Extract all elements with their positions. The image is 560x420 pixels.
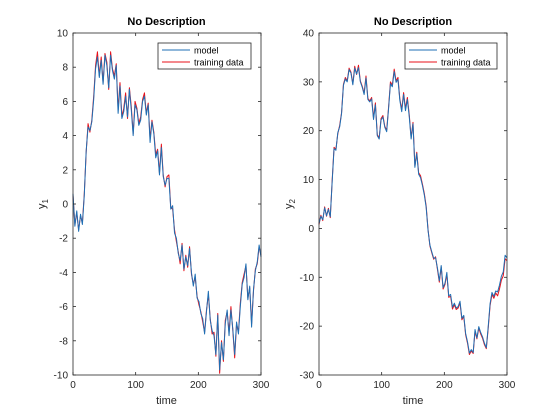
subplot-y2-ytick-label: 10 — [303, 175, 315, 186]
subplot-y2-xtick-label: 0 — [316, 380, 322, 391]
subplot-y1-ytick-label: 2 — [62, 165, 68, 176]
subplot-y1-legend-label-model: model — [194, 46, 219, 56]
subplot-y2-series-model-line — [318, 67, 508, 354]
subplot-y1-ylabel: y1 — [36, 198, 50, 209]
subplot-y1-xtick-label: 300 — [253, 380, 270, 391]
subplot-y1-ylabel-main: y — [36, 203, 48, 209]
subplot-y1: No Description time y1 0 100 200 300-10-8-6… — [36, 16, 270, 407]
subplot-y2-xtick-label: 300 — [499, 380, 516, 391]
subplot-y1-legend-label-training-data: training data — [194, 58, 244, 68]
subplot-y2-ytick-label: -20 — [300, 322, 315, 333]
subplot-y1-ytick-label: 8 — [62, 63, 68, 74]
subplot-y2-xtick-label: 200 — [436, 380, 453, 391]
subplot-y1-ytick-label: -4 — [59, 268, 68, 279]
subplot-y1-ytick-label: -2 — [59, 234, 68, 245]
subplot-y1-ytick-label: -8 — [59, 336, 68, 347]
subplot-y1-series-model-line — [72, 54, 262, 371]
subplot-y1-legend-box — [157, 42, 252, 70]
subplot-y2-xtick-label: 100 — [373, 380, 390, 391]
subplot-y1-xtick-label: 200 — [190, 380, 207, 391]
subplot-y2: No Description time y2 0 100 200 300-30-20-… — [283, 16, 516, 407]
subplot-y2-ytick-label: 40 — [303, 29, 315, 40]
subplot-y2-plot-area — [319, 33, 507, 375]
subplot-y2-ytick-label: -30 — [300, 371, 315, 382]
subplot-y2-ylabel-main: y — [283, 203, 295, 209]
subplot-y2-title: No Description — [374, 16, 453, 28]
subplot-y1-plot-area — [73, 33, 261, 375]
subplot-y2-legend-label-model: model — [441, 46, 466, 56]
subplot-y2-xlabel: time — [403, 395, 424, 407]
subplot-y2-ytick-label: 0 — [308, 224, 314, 235]
subplot-y2-axes-box — [318, 32, 508, 376]
subplot-y1-ylabel-subscript: 1 — [41, 198, 50, 203]
subplot-y2-ytick-label: 20 — [303, 126, 315, 137]
subplot-y1-ytick-label: -10 — [54, 371, 69, 382]
subplot-y1-title: No Description — [127, 16, 206, 28]
subplot-y2-ylabel: y2 — [283, 198, 297, 209]
subplot-y1-ytick-label: 4 — [62, 131, 68, 142]
subplot-y1-ytick-label: 6 — [62, 97, 68, 108]
subplot-y2-ylabel-subscript: 2 — [288, 198, 297, 203]
subplot-y1-ytick-label: 0 — [62, 200, 68, 211]
subplot-y2-ytick-label: -10 — [300, 273, 315, 284]
subplot-y1-ytick-label: 10 — [57, 29, 69, 40]
subplot-y2-ytick-label: 30 — [303, 77, 315, 88]
subplot-y2-legend-label-training-data: training data — [441, 58, 491, 68]
subplot-y1-xlabel: time — [156, 395, 177, 407]
subplot-y1-xtick-label: 0 — [70, 380, 76, 391]
subplot-y2-legend-box — [404, 42, 498, 70]
subplot-y1-xtick-label: 100 — [127, 380, 144, 391]
subplot-y1-ytick-label: -6 — [59, 302, 68, 313]
